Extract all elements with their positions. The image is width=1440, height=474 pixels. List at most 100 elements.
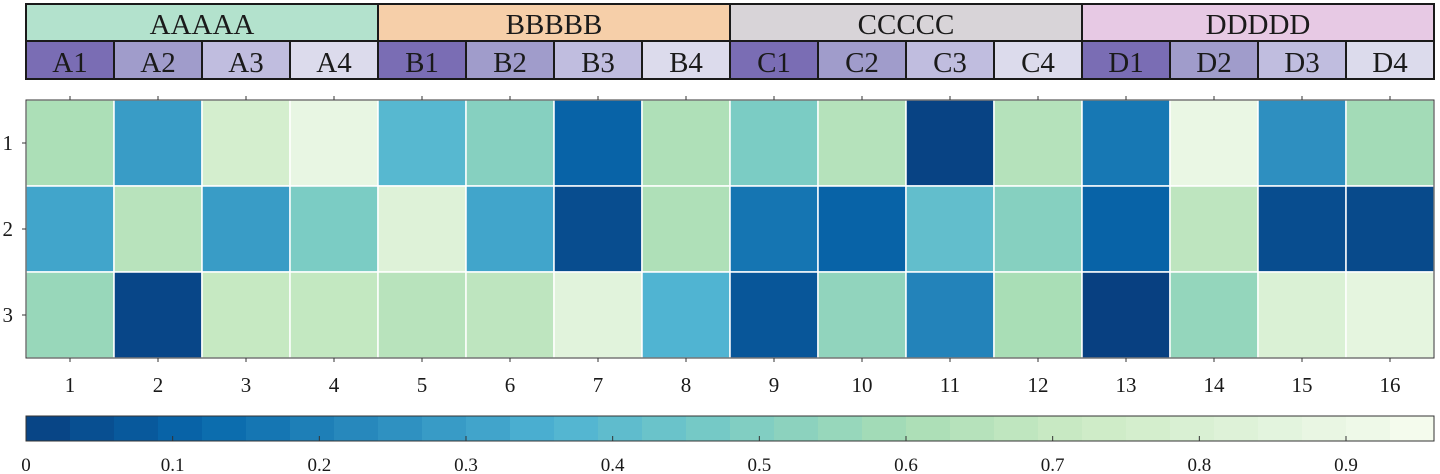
colorbar-swatch: [422, 416, 467, 441]
heatmap-cell: [641, 185, 731, 273]
heatmap-cell: [1081, 271, 1171, 359]
heatmap-cell: [201, 99, 291, 187]
colorbar-swatch: [26, 416, 71, 441]
colorbar-swatch: [906, 416, 951, 441]
heatmap-cell: [377, 185, 467, 273]
heatmap-cell: [817, 185, 907, 273]
colorbar-tick-label: 0.1: [161, 455, 185, 474]
subgroup-a1-box: [25, 40, 115, 80]
heatmap-cell: [289, 185, 379, 273]
colorbar-swatch: [1126, 416, 1171, 441]
colorbar-swatch: [554, 416, 599, 441]
x-tick-label: 16: [1380, 373, 1401, 397]
heatmap-cell: [729, 185, 819, 273]
colorbar-swatch: [1390, 416, 1435, 441]
colorbar-swatch: [994, 416, 1039, 441]
x-tick-label: 15: [1292, 373, 1313, 397]
heatmap-cell: [729, 99, 819, 187]
x-tick-label: 14: [1204, 373, 1226, 397]
heatmap-cell: [465, 271, 555, 359]
subgroup-b1-box: [377, 40, 467, 80]
group-label: BBBBB: [506, 9, 603, 41]
heatmap-cell: [905, 99, 995, 187]
subgroup-c3-box: [905, 40, 995, 80]
colorbar-tick-label: 0.4: [601, 455, 625, 474]
heatmap-cell: [1081, 185, 1171, 273]
colorbar-swatch: [466, 416, 511, 441]
heatmap-cell: [25, 99, 115, 187]
heatmap-cell: [993, 185, 1083, 273]
subgroup-label: A1: [52, 47, 87, 79]
colorbar-swatch: [950, 416, 995, 441]
colorbar-swatch: [378, 416, 423, 441]
colorbar-swatch: [70, 416, 115, 441]
x-tick-label: 5: [417, 373, 428, 397]
colorbar: 0 0.1 0.2 0.3 0.4 0.5 0.6 0.7 0.8 0.9: [21, 415, 1435, 474]
colorbar-swatch: [642, 416, 687, 441]
heatmap-cell: [25, 271, 115, 359]
colorbar-tick-label: 0.8: [1187, 455, 1211, 474]
subgroup-label: C4: [1021, 47, 1055, 79]
colorbar-swatch: [1082, 416, 1127, 441]
colorbar-swatch: [290, 416, 335, 441]
heatmap-cell: [641, 99, 731, 187]
colorbar-swatch: [334, 416, 379, 441]
subgroup-label: B2: [493, 47, 527, 79]
heatmap-cell: [113, 185, 203, 273]
heatmap-cell: [465, 99, 555, 187]
subgroup-label: B1: [405, 47, 439, 79]
colorbar-tick-label: 0.9: [1334, 455, 1358, 474]
heatmap-cell: [377, 99, 467, 187]
subgroup-label: D1: [1108, 47, 1143, 79]
subgroup-b3-box: [553, 40, 643, 80]
subgroup-label: C3: [933, 47, 967, 79]
colorbar-swatch: [598, 416, 643, 441]
y-tick-label: 2: [3, 217, 14, 241]
heatmap-cell: [377, 271, 467, 359]
colorbar-tick-label: 0.5: [747, 455, 771, 474]
colorbar-swatch: [774, 416, 819, 441]
group-aaaaa-box: [25, 3, 379, 42]
heatmap-cell: [1345, 271, 1435, 359]
colorbar-swatch: [1302, 416, 1347, 441]
x-tick-label: 10: [852, 373, 873, 397]
colorbar-tick-label: 0.3: [454, 455, 478, 474]
x-tick-label: 1: [65, 373, 76, 397]
subgroup-label: D3: [1284, 47, 1319, 79]
x-tick-label: 4: [329, 373, 340, 397]
group-header: AAAAA A1 A2 A3 A4 BBBBB B1 B2 B3 B4 CCCCC C1 C2 C3 C4 D…: [25, 3, 1435, 80]
heatmap-cell: [553, 271, 643, 359]
x-tick-label: 2: [153, 373, 164, 397]
heatmap-cell: [1169, 99, 1259, 187]
colorbar-tick-label: 0.6: [894, 455, 918, 474]
x-tick-label: 8: [681, 373, 692, 397]
heatmap-cell: [553, 185, 643, 273]
heatmap-cell: [1081, 99, 1171, 187]
colorbar-swatch: [246, 416, 291, 441]
colorbar-swatch: [1170, 416, 1215, 441]
subgroup-label: A3: [228, 47, 263, 79]
heatmap-cell: [1257, 185, 1347, 273]
group-label: CCCCC: [858, 9, 955, 41]
subgroup-d1-box: [1081, 40, 1171, 80]
colorbar-frame: [25, 415, 1435, 442]
heatmap-cell: [817, 99, 907, 187]
subgroup-d3-box: [1257, 40, 1347, 80]
subgroup-label: D2: [1196, 47, 1231, 79]
colorbar-swatch: [1038, 416, 1083, 441]
heatmap-cell: [113, 99, 203, 187]
colorbar-tick-label: 0: [21, 455, 31, 474]
subgroup-a2-box: [113, 40, 203, 80]
heatmap-cell: [1257, 271, 1347, 359]
heatmap-cell: [113, 271, 203, 359]
subgroup-label: B4: [669, 47, 703, 79]
heatmap-cell: [201, 185, 291, 273]
y-tick-label: 3: [3, 303, 14, 327]
heatmap-cell: [1345, 99, 1435, 187]
colorbar-swatch: [1258, 416, 1303, 441]
heatmap-cell: [905, 271, 995, 359]
x-tick-label: 9: [769, 373, 780, 397]
x-tick-label: 13: [1116, 373, 1137, 397]
heatmap-cell: [1169, 271, 1259, 359]
